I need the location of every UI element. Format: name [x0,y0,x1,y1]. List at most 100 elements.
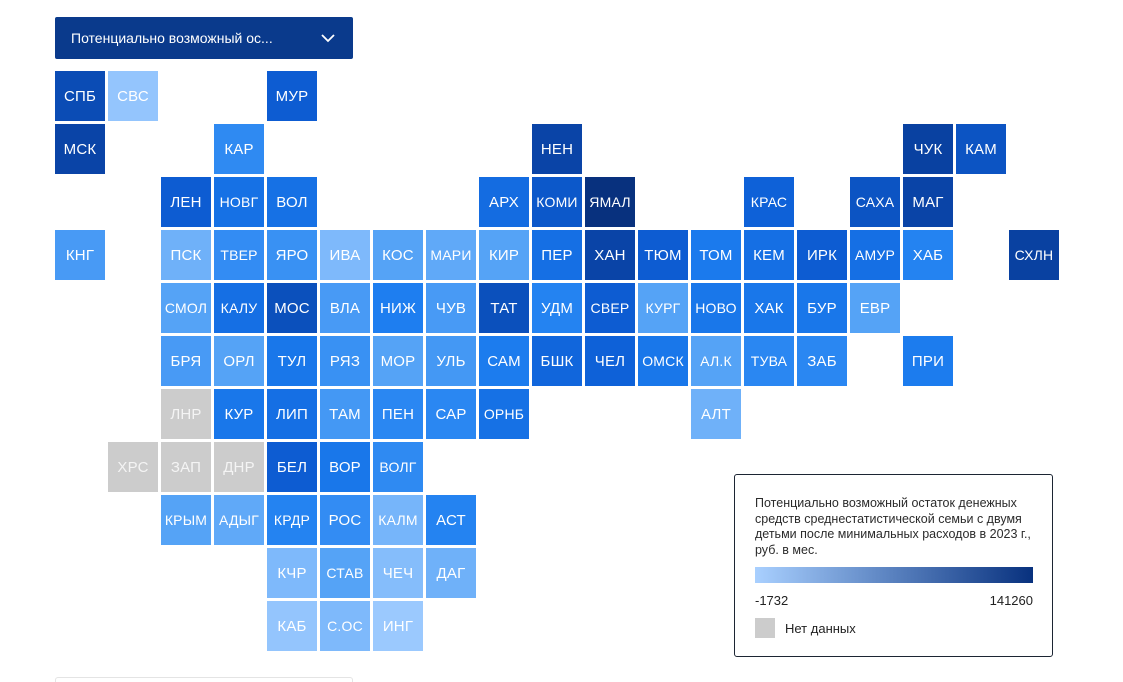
region-tile-19[interactable]: ТВЕР [214,230,264,280]
region-tile-69[interactable]: АЛТ [691,389,741,439]
region-tile-21[interactable]: ИВА [320,230,370,280]
region-tile-74[interactable]: ВОР [320,442,370,492]
nodata-swatch [755,618,775,638]
region-tile-51[interactable]: РЯЗ [320,336,370,386]
region-tile-75[interactable]: ВОЛГ [373,442,423,492]
region-tile-11[interactable]: АРХ [479,177,529,227]
region-tile-1[interactable]: СВС [108,71,158,121]
region-tile-79[interactable]: РОС [320,495,370,545]
legend-gradient [755,567,1033,583]
region-tile-87[interactable]: С.ОС [320,601,370,651]
region-tile-72[interactable]: ДНР [214,442,264,492]
region-tile-16[interactable]: МАГ [903,177,953,227]
region-tile-4[interactable]: КАР [214,124,264,174]
region-tile-8[interactable]: ЛЕН [161,177,211,227]
region-tile-83[interactable]: СТАВ [320,548,370,598]
indicator-select[interactable]: Потенциально возможный ос... [55,17,353,59]
region-tile-78[interactable]: КРДР [267,495,317,545]
region-tile-27[interactable]: ТЮМ [638,230,688,280]
region-tile-88[interactable]: ИНГ [373,601,423,651]
indicator-select-value: Потенциально возможный ос... [71,30,273,46]
region-tile-41[interactable]: УДМ [532,283,582,333]
region-tile-23[interactable]: МАРИ [426,230,476,280]
region-tile-67[interactable]: САР [426,389,476,439]
region-tile-52[interactable]: МОР [373,336,423,386]
region-tile-60[interactable]: ЗАБ [797,336,847,386]
region-tile-68[interactable]: ОРНБ [479,389,529,439]
region-tile-6[interactable]: ЧУК [903,124,953,174]
region-tile-36[interactable]: МОС [267,283,317,333]
region-tile-82[interactable]: КЧР [267,548,317,598]
region-tile-53[interactable]: УЛЬ [426,336,476,386]
region-tile-0[interactable]: СПБ [55,71,105,121]
legend: Потенциально возможный остаток денежных … [734,474,1053,657]
region-tile-38[interactable]: НИЖ [373,283,423,333]
region-tile-73[interactable]: БЕЛ [267,442,317,492]
region-tile-42[interactable]: СВЕР [585,283,635,333]
region-tile-32[interactable]: ХАБ [903,230,953,280]
region-tile-56[interactable]: ЧЕЛ [585,336,635,386]
region-tile-26[interactable]: ХАН [585,230,635,280]
region-tile-81[interactable]: АСТ [426,495,476,545]
region-tile-35[interactable]: КАЛУ [214,283,264,333]
bottom-panel-edge [55,677,353,682]
region-tile-80[interactable]: КАЛМ [373,495,423,545]
region-tile-47[interactable]: ЕВР [850,283,900,333]
region-tile-2[interactable]: МУР [267,71,317,121]
region-tile-58[interactable]: АЛ.К [691,336,741,386]
region-tile-66[interactable]: ПЕН [373,389,423,439]
region-tile-17[interactable]: КНГ [55,230,105,280]
region-tile-46[interactable]: БУР [797,283,847,333]
region-tile-20[interactable]: ЯРО [267,230,317,280]
region-tile-18[interactable]: ПСК [161,230,211,280]
region-tile-54[interactable]: САМ [479,336,529,386]
region-tile-50[interactable]: ТУЛ [267,336,317,386]
region-tile-76[interactable]: КРЫМ [161,495,211,545]
region-tile-61[interactable]: ПРИ [903,336,953,386]
region-tile-5[interactable]: НЕН [532,124,582,174]
nodata-label: Нет данных [785,621,856,636]
region-tile-77[interactable]: АДЫГ [214,495,264,545]
region-tile-63[interactable]: КУР [214,389,264,439]
region-tile-31[interactable]: АМУР [850,230,900,280]
region-tile-3[interactable]: МСК [55,124,105,174]
region-tile-9[interactable]: НОВГ [214,177,264,227]
region-tile-86[interactable]: КАБ [267,601,317,651]
region-tile-13[interactable]: ЯМАЛ [585,177,635,227]
legend-min-label: -1732 [755,593,789,608]
region-tile-34[interactable]: СМОЛ [161,283,211,333]
chevron-down-icon [321,34,335,43]
region-tile-12[interactable]: КОМИ [532,177,582,227]
region-tile-84[interactable]: ЧЕЧ [373,548,423,598]
region-tile-24[interactable]: КИР [479,230,529,280]
region-tile-64[interactable]: ЛИП [267,389,317,439]
legend-title: Потенциально возможный остаток денежных … [755,496,1031,557]
region-tile-28[interactable]: ТОМ [691,230,741,280]
region-tile-49[interactable]: ОРЛ [214,336,264,386]
region-tile-10[interactable]: ВОЛ [267,177,317,227]
region-tile-30[interactable]: ИРК [797,230,847,280]
region-tile-22[interactable]: КОС [373,230,423,280]
region-tile-71[interactable]: ЗАП [161,442,211,492]
region-tile-40[interactable]: ТАТ [479,283,529,333]
region-tile-55[interactable]: БШК [532,336,582,386]
region-tile-15[interactable]: САХА [850,177,900,227]
region-tile-57[interactable]: ОМСК [638,336,688,386]
region-tile-25[interactable]: ПЕР [532,230,582,280]
region-tile-7[interactable]: КАМ [956,124,1006,174]
region-tile-14[interactable]: КРАС [744,177,794,227]
region-tile-62[interactable]: ЛНР [161,389,211,439]
region-tile-43[interactable]: КУРГ [638,283,688,333]
region-tile-29[interactable]: КЕМ [744,230,794,280]
legend-max-label: 141260 [989,593,1033,608]
region-tile-59[interactable]: ТУВА [744,336,794,386]
region-tile-39[interactable]: ЧУВ [426,283,476,333]
region-tile-45[interactable]: ХАК [744,283,794,333]
region-tile-33[interactable]: СХЛН [1009,230,1059,280]
region-tile-44[interactable]: НОВО [691,283,741,333]
region-tile-70[interactable]: ХРС [108,442,158,492]
region-tile-65[interactable]: ТАМ [320,389,370,439]
region-tile-37[interactable]: ВЛА [320,283,370,333]
region-tile-85[interactable]: ДАГ [426,548,476,598]
region-tile-48[interactable]: БРЯ [161,336,211,386]
